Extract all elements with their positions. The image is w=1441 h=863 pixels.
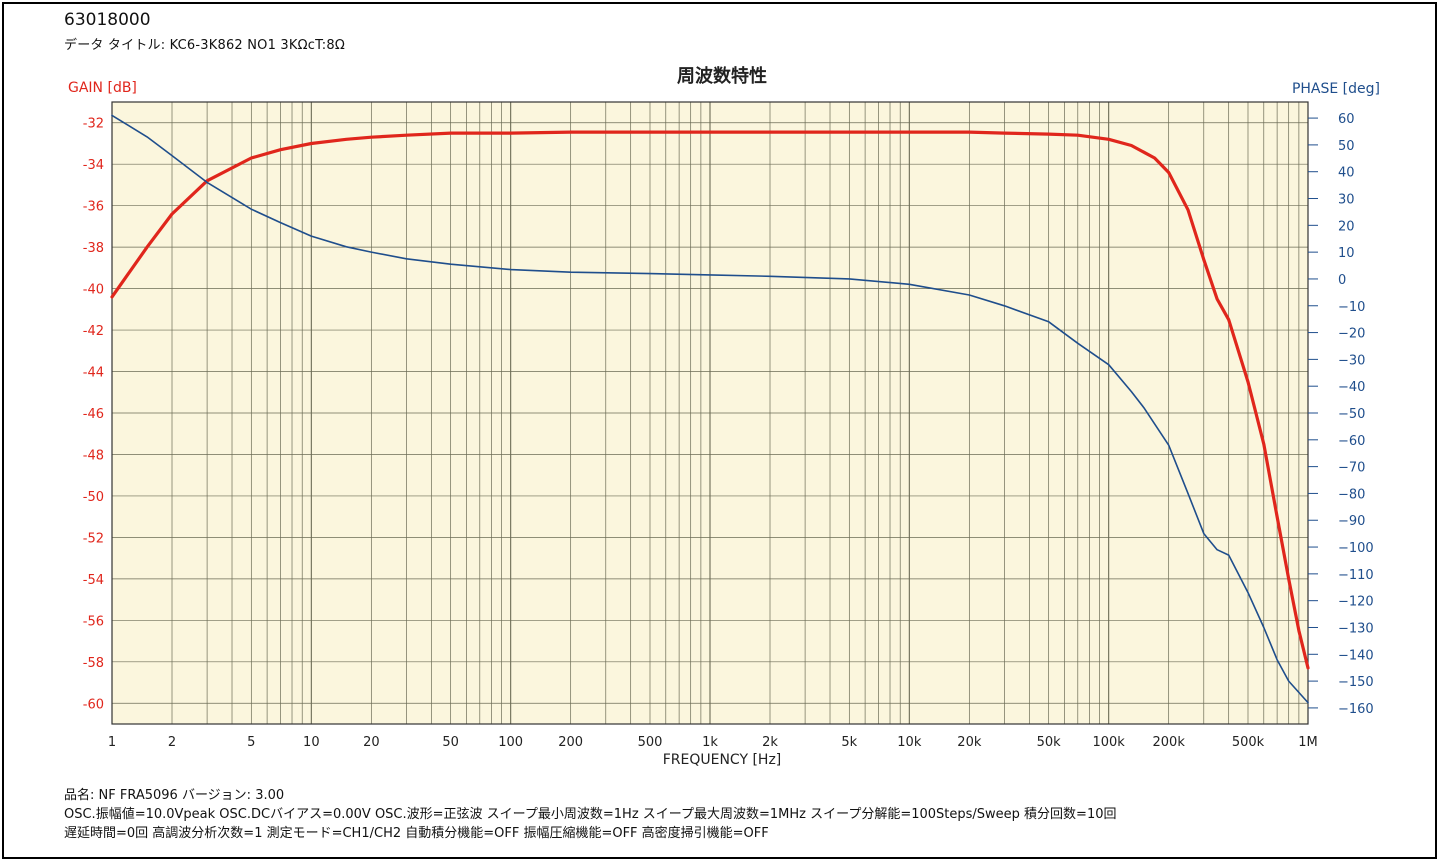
x-tick-label: 500 [638,735,663,750]
x-tick-label: 500k [1232,735,1265,750]
y-right-tick-label: −70 [1338,461,1365,476]
y-right-tick-label: −120 [1338,595,1374,610]
y-left-tick-label: -44 [83,366,104,381]
y-right-tick-label: −30 [1338,353,1365,368]
x-tick-label: 10 [303,735,320,750]
y-left-tick-label: -50 [83,490,104,505]
y-left-tick-label: -32 [83,117,104,132]
document-id: 63018000 [64,10,151,30]
y-right-tick-label: 40 [1338,166,1355,181]
x-tick-label: 5k [841,735,857,750]
x-axis-label: FREQUENCY [Hz] [663,752,782,768]
y-right-tick-label: −110 [1338,568,1374,583]
y-left-tick-label: -36 [83,200,104,215]
y-right-tick-label: −90 [1338,514,1365,529]
y-right-tick-label: −100 [1338,541,1374,556]
y-left-tick-label: -60 [83,697,104,712]
data-title: データ タイトル: KC6-3K862 NO1 3KΩcT:8Ω [64,38,345,53]
x-tick-label: 20k [957,735,982,750]
y-right-tick-label: −130 [1338,621,1374,636]
y-right-tick-label: 60 [1338,112,1355,127]
y-right-tick-label: −80 [1338,487,1365,502]
x-tick-label: 1k [702,735,718,750]
y-left-axis-label: GAIN [dB] [68,80,137,96]
y-left-tick-label: -46 [83,407,104,422]
gain-series-line [110,130,1310,670]
x-tick-label: 1M [1298,735,1318,750]
y-right-tick-label: 10 [1338,246,1355,261]
footer-line-1: 品名: NF FRA5096 バージョン: 3.00 [64,788,285,803]
footer-line-3: 遅延時間=0回 高調波分析次数=1 測定モード=CH1/CH2 自動積分機能=O… [64,826,769,841]
y-left-tick-label: -52 [83,531,104,546]
x-tick-label: 200 [558,735,583,750]
x-tick-label: 100k [1092,735,1125,750]
x-axis-ticks: 1 2 5 10 20 50 100 200 500 1k 2k 5k 10k 20k 50k 100k 200… [108,735,1318,750]
grid [112,102,1308,724]
y-left-tick-label: -34 [83,158,104,173]
y-left-tick-label: -38 [83,241,104,256]
y-right-tick-label: −140 [1338,648,1374,663]
y-left-tick-label: -40 [83,283,104,298]
y-right-tick-label: −10 [1338,300,1365,315]
y-left-tick-label: -58 [83,656,104,671]
y-right-tick-label: 30 [1338,193,1355,208]
phase-series-line [111,114,1309,704]
x-tick-label: 2k [762,735,778,750]
y-left-tick-label: -54 [83,573,104,588]
footer-line-2: OSC.振幅値=10.0Vpeak OSC.DCバイアス=0.00V OSC.波… [64,807,1117,822]
y-right-tick-label: −160 [1338,702,1374,717]
y-left-tick-label: -48 [83,448,104,463]
y-right-tick-label: 20 [1338,219,1355,234]
x-tick-label: 100 [498,735,523,750]
left-axis-ticks: -32 -34 -36 -38 -40 -42 -44 -46 -48 -50 -52 -54 -56 -… [83,117,104,713]
y-right-tick-label: −60 [1338,434,1365,449]
y-right-tick-label: −20 [1338,327,1365,342]
y-left-tick-label: -56 [83,614,104,629]
y-right-tick-label: −50 [1338,407,1365,422]
y-right-tick-label: −40 [1338,380,1365,395]
x-tick-label: 1 [108,735,116,750]
series-layer [110,114,1310,704]
chart-title: 周波数特性 [677,65,767,87]
y-right-axis-label: PHASE [deg] [1292,81,1380,97]
x-tick-label: 50k [1037,735,1062,750]
y-right-tick-label: −150 [1338,675,1374,690]
x-tick-label: 200k [1153,735,1186,750]
x-tick-label: 20 [363,735,380,750]
y-right-tick-label: 0 [1338,273,1346,288]
y-left-tick-label: -42 [83,324,104,339]
x-tick-label: 50 [442,735,459,750]
x-tick-label: 2 [168,735,176,750]
x-tick-label: 5 [247,735,255,750]
y-right-tick-label: 50 [1338,139,1355,154]
x-tick-label: 10k [897,735,922,750]
right-axis-ticks: 60 50 40 30 20 10 0 −10 −20 −30 −40 −50 −60 −70 −80 −90… [1308,112,1374,717]
